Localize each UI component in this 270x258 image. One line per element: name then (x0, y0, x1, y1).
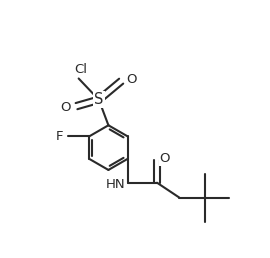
Text: Cl: Cl (74, 63, 87, 76)
Text: S: S (94, 92, 103, 107)
Text: F: F (56, 130, 63, 143)
Text: O: O (61, 101, 71, 114)
Text: HN: HN (106, 178, 125, 191)
Text: O: O (160, 152, 170, 165)
Text: O: O (126, 73, 137, 86)
